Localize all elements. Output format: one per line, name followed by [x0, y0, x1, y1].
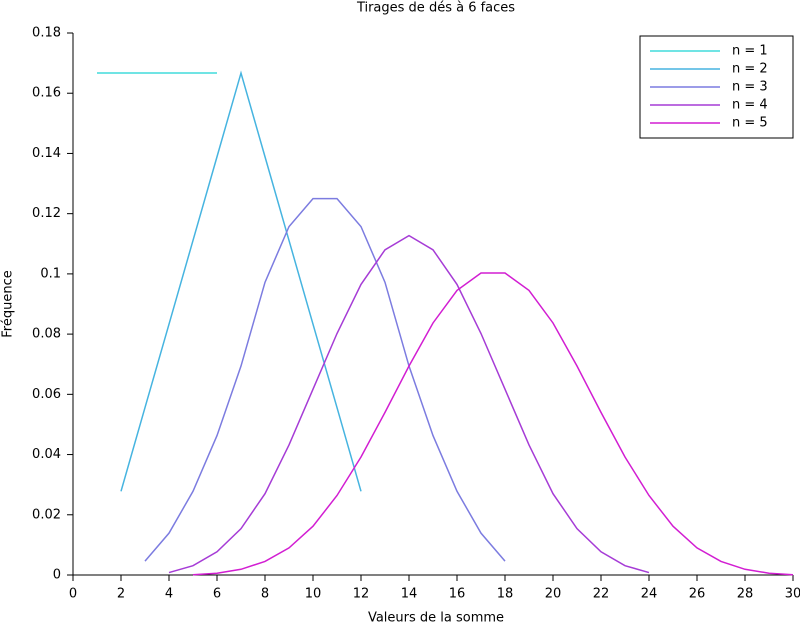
x-tick-label: 12 [353, 587, 370, 602]
y-tick-label: 0.02 [32, 507, 61, 522]
x-tick-label: 24 [641, 587, 658, 602]
legend-label: n = 1 [732, 44, 768, 59]
legend-label: n = 4 [732, 98, 768, 113]
y-tick-label: 0.04 [32, 447, 61, 462]
x-tick-label: 4 [165, 587, 173, 602]
legend-label: n = 5 [732, 116, 768, 131]
x-tick-label: 16 [449, 587, 466, 602]
x-tick-label: 30 [785, 587, 800, 602]
y-tick-label: 0.18 [32, 26, 61, 41]
x-tick-label: 28 [737, 587, 754, 602]
legend-label: n = 3 [732, 80, 768, 95]
series-line [192, 272, 794, 576]
x-tick-label: 14 [401, 587, 418, 602]
x-tick-label: 26 [689, 587, 706, 602]
series-line [168, 234, 650, 574]
y-tick-label: 0.1 [40, 266, 61, 281]
x-tick-label: 0 [69, 587, 77, 602]
y-tick-label: 0.14 [32, 146, 61, 161]
y-tick-label: 0.16 [32, 86, 61, 101]
series-line [144, 197, 506, 562]
y-axis-label: Fréquence [1, 270, 16, 337]
y-tick-label: 0.12 [32, 206, 61, 221]
chart-title: Tirages de dés à 6 faces [356, 1, 515, 16]
y-tick-label: 0 [53, 568, 61, 583]
y-tick-label: 0.08 [32, 327, 61, 342]
x-axis-label: Valeurs de la somme [368, 611, 504, 624]
x-tick-label: 10 [305, 587, 322, 602]
x-tick-label: 22 [593, 587, 610, 602]
x-tick-label: 8 [261, 587, 269, 602]
legend-label: n = 2 [732, 62, 768, 77]
x-tick-label: 2 [117, 587, 125, 602]
x-tick-label: 18 [497, 587, 514, 602]
x-tick-label: 20 [545, 587, 562, 602]
y-tick-label: 0.06 [32, 387, 61, 402]
x-tick-label: 6 [213, 587, 221, 602]
series-line [120, 70, 362, 492]
